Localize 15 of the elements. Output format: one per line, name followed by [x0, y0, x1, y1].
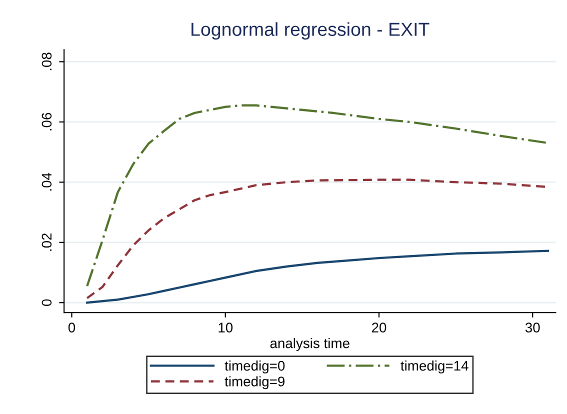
legend-label: timedig=9	[224, 376, 285, 390]
chart-title: Lognormal regression - EXIT	[192, 22, 430, 40]
y-tick-label: .04	[42, 172, 52, 191]
x-tick-label: 0	[68, 322, 76, 332]
x-tick-label: 30	[525, 322, 540, 332]
legend-label: timedig=14	[400, 360, 468, 374]
y-tick-label: .06	[42, 112, 52, 130]
x-axis-title: analysis time	[270, 338, 350, 351]
line-series	[86, 250, 550, 304]
x-tick-label: 10	[218, 322, 233, 332]
legend-label: timedig=0	[224, 360, 285, 374]
y-tick-label: .02	[42, 233, 52, 251]
x-tick-label: 20	[372, 322, 386, 332]
y-tick-label: 0	[42, 299, 52, 306]
y-tick-label: .08	[42, 52, 52, 70]
